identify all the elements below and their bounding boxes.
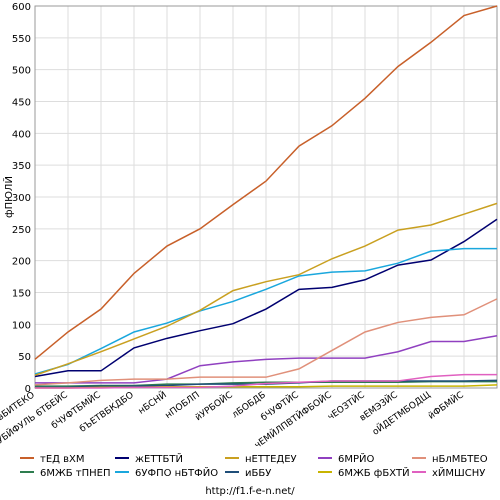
- series-line: [34, 247, 497, 375]
- series-line: [35, 335, 498, 384]
- x-tick-label: йУРБОЙС: [193, 389, 235, 424]
- y-tick-label: 0: [25, 384, 31, 395]
- y-tick-label: 600: [12, 2, 31, 13]
- y-tick-label: 500: [12, 66, 31, 77]
- y-tick-label: 150: [12, 289, 31, 300]
- y-tick-label: 400: [12, 129, 31, 140]
- y-tick-label: 200: [12, 257, 31, 268]
- series-line: [34, 202, 498, 376]
- y-tick-label: 550: [12, 34, 31, 45]
- legend-label: 6УФПО нБТФЙО: [135, 466, 218, 479]
- legend-label: нЕТТЕДЕУ: [245, 454, 297, 465]
- x-tick-label: оЙДЕТМБОДЩ: [370, 389, 433, 438]
- y-tick-label: 300: [12, 193, 31, 204]
- y-axis-label: фПЮЛЙ: [2, 176, 15, 218]
- legend-label: жЕТТБТЙ: [135, 452, 183, 465]
- plot-frame: [34, 5, 498, 389]
- series-line: [34, 218, 498, 378]
- series-line: [34, 5, 498, 360]
- legend-label: иББУ: [245, 468, 271, 479]
- y-tick-label: 50: [18, 352, 31, 363]
- legend-label: 6МЖБ фБХТЙ: [338, 466, 410, 479]
- series-line: [34, 298, 498, 386]
- legend-label: хЙМШСНУ: [432, 466, 485, 479]
- legend-label: 6МЖБ тПНЕП: [40, 468, 111, 479]
- y-tick-label: 100: [12, 320, 31, 331]
- y-tick-label: 350: [12, 161, 31, 172]
- legend-label: тЕД вХМ: [40, 454, 85, 465]
- y-tick-label: 450: [12, 98, 31, 109]
- y-tick-label: 250: [12, 225, 31, 236]
- legend-label: нБлМБТЕО: [432, 454, 488, 465]
- footer: http://f1.f-e-n.net/: [205, 486, 295, 497]
- series-line: [35, 373, 497, 389]
- x-tick-label: йФБМЙС: [426, 389, 466, 422]
- legend-label: 6МРЙО: [338, 452, 375, 465]
